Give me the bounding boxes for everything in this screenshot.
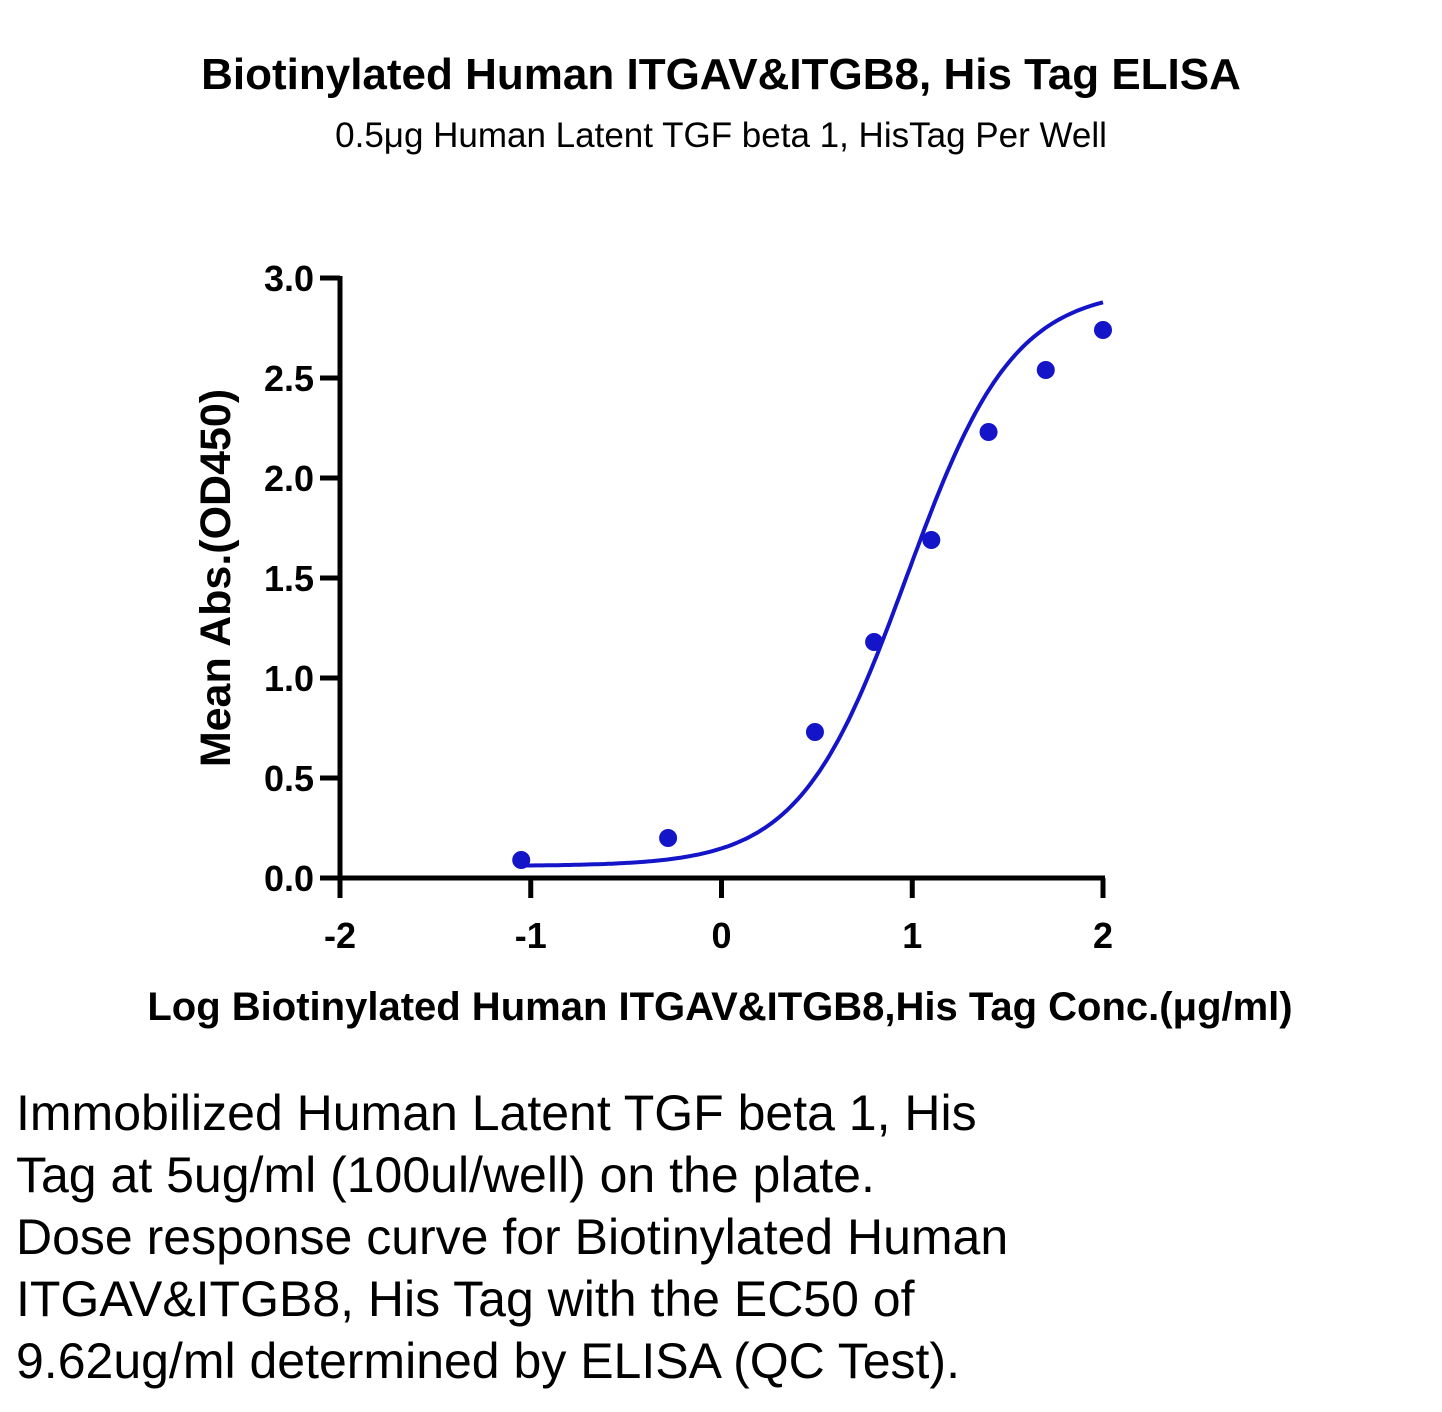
chart-title: Biotinylated Human ITGAV&ITGB8, His Tag … xyxy=(201,50,1241,99)
x-tick-label: 1 xyxy=(902,915,922,956)
dose-response-chart: 0.0 0.5 1.0 1.5 2.0 2.5 3.0 -2 -1 0 1 2 Log Biotinyl… xyxy=(147,258,1292,1029)
y-tick-label: 0.5 xyxy=(264,758,314,799)
data-point xyxy=(512,851,531,869)
x-tick-label: -1 xyxy=(515,915,547,956)
caption-line-4: ITGAV&ITGB8, His Tag with the EC50 of xyxy=(16,1271,915,1327)
y-tick-label: 3.0 xyxy=(264,258,314,299)
data-point xyxy=(1094,321,1112,339)
data-point xyxy=(922,531,941,549)
data-point xyxy=(865,633,884,651)
fit-curve-layer xyxy=(521,300,1104,868)
x-tick-label: -2 xyxy=(324,915,356,956)
data-point xyxy=(659,829,678,847)
data-point xyxy=(1036,361,1055,379)
caption-line-3: Dose response curve for Biotinylated Hum… xyxy=(16,1209,1009,1265)
x-tick-label: 0 xyxy=(711,915,731,956)
axes: 0.0 0.5 1.0 1.5 2.0 2.5 3.0 -2 -1 0 1 2 Log Biotinyl… xyxy=(147,258,1292,1029)
x-tick-label: 2 xyxy=(1093,915,1113,956)
y-axis-label: Mean Abs.(OD450) xyxy=(192,389,240,767)
y-tick-label: 0.0 xyxy=(264,858,314,899)
caption-line-5: 9.62ug/ml determined by ELISA (QC Test). xyxy=(16,1333,960,1389)
fit-curve xyxy=(521,300,1104,868)
y-tick-label: 2.5 xyxy=(264,358,314,399)
y-tick-label: 2.0 xyxy=(264,458,314,499)
caption: Immobilized Human Latent TGF beta 1, His… xyxy=(16,1082,1416,1392)
x-axis-label: Log Biotinylated Human ITGAV&ITGB8,His T… xyxy=(147,985,1292,1029)
data-point xyxy=(805,723,824,741)
caption-line-2: Tag at 5ug/ml (100ul/well) on the plate. xyxy=(16,1147,875,1203)
y-tick-label: 1.5 xyxy=(264,558,314,599)
chart-subtitle: 0.5μg Human Latent TGF beta 1, HisTag Pe… xyxy=(335,116,1107,155)
data-points-layer xyxy=(512,321,1112,869)
data-point xyxy=(979,423,998,441)
caption-line-1: Immobilized Human Latent TGF beta 1, His xyxy=(16,1085,977,1141)
y-tick-label: 1.0 xyxy=(264,658,314,699)
